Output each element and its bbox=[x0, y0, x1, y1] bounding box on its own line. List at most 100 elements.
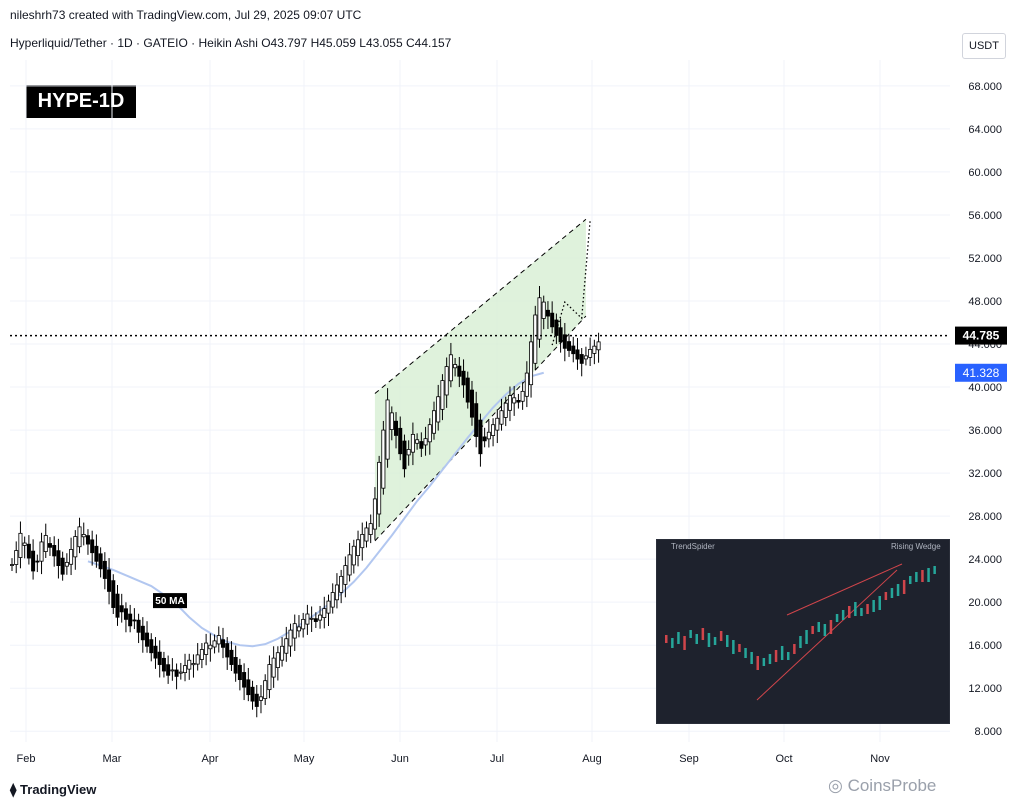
candle-body bbox=[499, 410, 504, 425]
candle-body bbox=[575, 349, 580, 360]
inset-candle bbox=[872, 600, 875, 612]
inset-candle bbox=[854, 602, 857, 616]
candle-body bbox=[102, 560, 107, 579]
inset-candle bbox=[744, 648, 747, 658]
inset-pattern-label: Rising Wedge bbox=[891, 542, 941, 551]
candle-body bbox=[199, 649, 204, 660]
candle-body bbox=[537, 297, 542, 340]
channel-fill bbox=[374, 219, 586, 541]
candle-body bbox=[360, 534, 365, 549]
candle-body bbox=[427, 424, 432, 443]
y-tick-label: 28.000 bbox=[968, 511, 1002, 523]
candle-body bbox=[524, 372, 529, 397]
candle-body bbox=[558, 327, 563, 343]
candle-body bbox=[166, 664, 171, 676]
candle-body bbox=[440, 380, 445, 410]
candle-body bbox=[516, 400, 521, 403]
candle-body bbox=[326, 600, 331, 614]
y-tick-label: 60.000 bbox=[968, 167, 1002, 179]
candle-body bbox=[153, 645, 158, 659]
candle-body bbox=[309, 617, 314, 620]
candle-body bbox=[233, 657, 238, 674]
inset-candle bbox=[909, 576, 912, 584]
candle-body bbox=[107, 569, 112, 592]
inset-candle bbox=[719, 631, 723, 641]
candle-body bbox=[242, 672, 247, 688]
candle-body bbox=[220, 639, 225, 648]
candle-body bbox=[583, 355, 588, 360]
candle-body bbox=[73, 536, 78, 558]
y-tick-label: 12.000 bbox=[968, 683, 1002, 695]
attribution-text: nileshrh73 created with TradingView.com,… bbox=[10, 8, 362, 22]
candle-body bbox=[39, 541, 44, 562]
inset-candle bbox=[695, 634, 698, 644]
inset-candle bbox=[927, 568, 930, 582]
candle-body bbox=[339, 575, 344, 593]
candle-body bbox=[90, 539, 95, 554]
candle-body bbox=[423, 438, 428, 446]
candle-body bbox=[322, 608, 327, 618]
candle-body bbox=[520, 390, 525, 402]
currency-button[interactable]: USDT bbox=[962, 33, 1006, 59]
inset-candle bbox=[780, 646, 784, 660]
inset-candle bbox=[707, 633, 711, 647]
inset-candle bbox=[671, 638, 674, 648]
ma-price-label: 41.328 bbox=[963, 366, 1000, 380]
x-tick-label: Mar bbox=[103, 753, 122, 765]
candle-body bbox=[419, 441, 424, 449]
inset-candle bbox=[726, 635, 729, 647]
candle-body bbox=[482, 436, 487, 442]
candle-body bbox=[60, 557, 65, 575]
candle-body bbox=[410, 433, 415, 453]
candle-body bbox=[596, 341, 601, 351]
inset-candle bbox=[677, 632, 680, 644]
candle-body bbox=[377, 461, 382, 515]
candle-body bbox=[119, 605, 124, 613]
candle-body bbox=[170, 669, 175, 672]
candle-body bbox=[229, 649, 234, 665]
candle-body bbox=[35, 560, 40, 563]
y-tick-label: 16.000 bbox=[968, 640, 1002, 652]
inset-candle bbox=[902, 580, 906, 594]
x-tick-label: Sep bbox=[679, 753, 699, 765]
inset-candle bbox=[884, 592, 888, 600]
candle-body bbox=[541, 301, 546, 319]
candle-body bbox=[123, 608, 128, 620]
inset-image: TrendSpider Rising Wedge bbox=[656, 539, 950, 724]
inset-candle bbox=[750, 652, 753, 664]
tradingview-brand: TradingView bbox=[20, 782, 97, 797]
candle-body bbox=[571, 345, 576, 355]
inset-candle bbox=[683, 636, 686, 650]
candle-body bbox=[503, 402, 508, 418]
inset-candle bbox=[756, 656, 759, 670]
candle-body bbox=[145, 632, 150, 647]
channel-upper-line bbox=[374, 218, 587, 394]
candle-body bbox=[343, 565, 348, 585]
candle-body bbox=[588, 349, 593, 358]
y-tick-label: 56.000 bbox=[968, 210, 1002, 222]
candle-body bbox=[178, 671, 183, 674]
candle-body bbox=[157, 651, 162, 665]
candle-body bbox=[305, 613, 310, 625]
candle-body bbox=[512, 397, 517, 404]
candle-body bbox=[313, 618, 318, 622]
candle-body bbox=[280, 645, 285, 661]
candle-body bbox=[292, 623, 297, 639]
candle-body bbox=[94, 545, 99, 562]
inset-candle bbox=[665, 635, 668, 643]
y-tick-label: 24.000 bbox=[968, 554, 1002, 566]
candle-body bbox=[174, 669, 179, 677]
candle-body bbox=[453, 364, 458, 369]
candle-body bbox=[271, 657, 276, 678]
candle-body bbox=[111, 580, 116, 608]
candle-body bbox=[486, 431, 491, 440]
candle-body bbox=[529, 341, 534, 386]
candle-body bbox=[381, 429, 386, 489]
candle-body bbox=[216, 635, 221, 645]
current-price-tag bbox=[955, 326, 1007, 345]
candle-body bbox=[267, 664, 272, 691]
x-tick-label: Apr bbox=[201, 753, 218, 765]
candle-body bbox=[140, 625, 145, 641]
inset-candle bbox=[689, 630, 692, 638]
